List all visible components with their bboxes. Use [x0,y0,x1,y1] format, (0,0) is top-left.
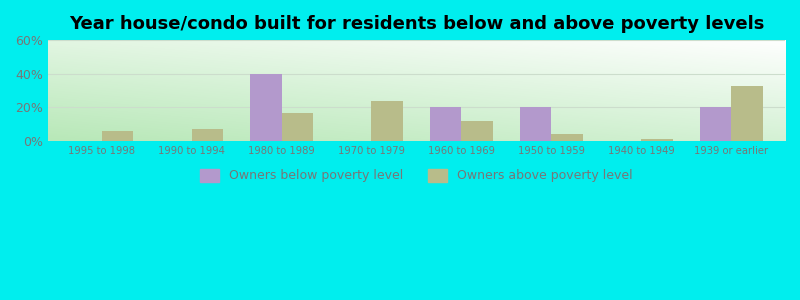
Bar [191,129,223,141]
Bar [731,85,762,141]
Title: Year house/condo built for residents below and above poverty levels: Year house/condo built for residents bel… [69,15,764,33]
Bar [250,74,282,141]
Bar [699,107,731,141]
Bar [551,134,582,141]
Bar [520,107,551,141]
Bar [102,131,133,141]
Bar [462,121,493,141]
Bar [430,107,462,141]
Legend: Owners below poverty level, Owners above poverty level: Owners below poverty level, Owners above… [195,164,638,188]
Bar [282,112,313,141]
Bar [371,101,403,141]
Bar [641,140,673,141]
